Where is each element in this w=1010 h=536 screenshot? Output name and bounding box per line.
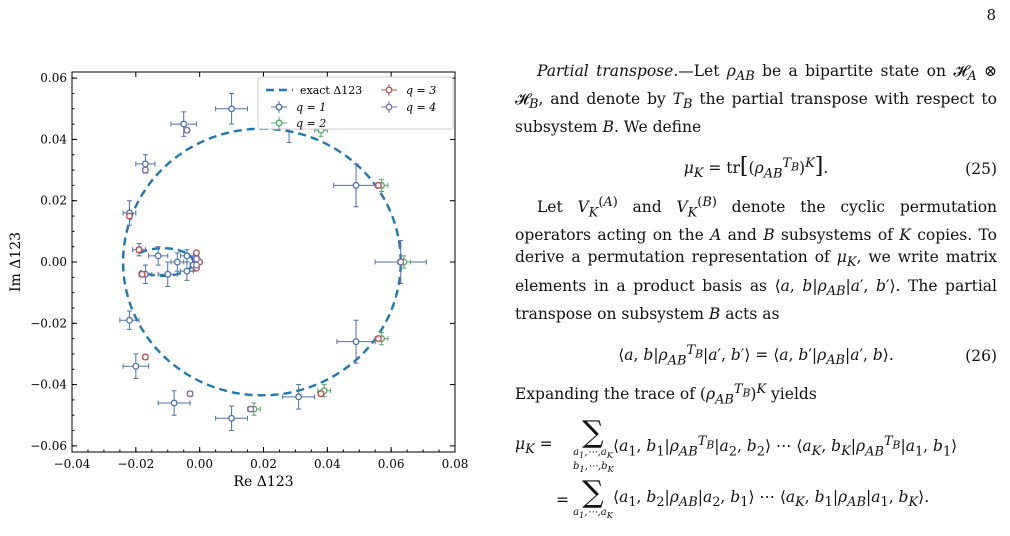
x-axis-label: Re Δ123: [233, 474, 293, 490]
y-tick-label: −0.06: [30, 439, 67, 453]
x-tick-label: −0.04: [54, 457, 91, 471]
data-point: [374, 335, 382, 343]
data-point: [141, 353, 149, 361]
legend-marker: [385, 103, 393, 111]
data-point: [247, 405, 255, 413]
legend-label: exact Δ123: [300, 84, 362, 97]
data-point: [183, 252, 191, 260]
data-point: [352, 181, 360, 189]
page-number: 8: [986, 6, 996, 24]
legend-marker: [275, 103, 283, 111]
data-point: [132, 362, 140, 370]
data-point: [352, 338, 360, 346]
data-point: [170, 399, 178, 407]
math-rho-ab: ρAB: [726, 62, 755, 85]
data-point: [193, 261, 200, 269]
math-tb: TB: [672, 90, 693, 113]
math-b: B: [602, 118, 614, 137]
data-point: [317, 390, 325, 398]
data-point: [125, 212, 133, 220]
math-hilbert: 𝓗A ⊗ 𝓗B: [515, 62, 997, 113]
y-axis-label: Im Δ123: [8, 232, 24, 292]
sum-2-terms: ⟨a1, b2|ρAB|a2, b1⟩ ⋯ ⟨aK, b1|ρAB|a1, bK…: [613, 487, 930, 510]
equation-26-body: ⟨a, b|ρABTB|a′, b′⟩ = ⟨a, b′|ρAB|a′, b⟩.: [618, 342, 894, 368]
x-tick-label: 0.04: [314, 457, 341, 471]
data-point: [186, 390, 194, 398]
equation-26: ⟨a, b|ρABTB|a′, b′⟩ = ⟨a, b′|ρAB|a′, b⟩.…: [515, 333, 997, 379]
data-point: [125, 316, 133, 324]
data-point: [180, 120, 188, 128]
equation-expansion: μK = ∑ a1,⋯,aK b1,⋯,bK ⟨a1, b1|ρABTB|a2, b…: [515, 414, 997, 521]
data-point: [193, 255, 200, 263]
data-point: [295, 393, 303, 401]
y-tick-label: −0.04: [30, 378, 67, 392]
data-point: [228, 414, 236, 422]
data-point: [141, 166, 149, 174]
data-point: [138, 270, 146, 278]
legend-label: q = 1: [296, 101, 326, 114]
exact-curve: [121, 127, 402, 397]
paragraph-partial-transpose: Partial transpose.—Let ρAB be a bipartit…: [515, 62, 997, 137]
x-tick-label: 0.06: [378, 457, 405, 471]
paragraph-permutation: Let VK(A) and VK(B) denote the cyclic pe…: [515, 195, 998, 323]
sum-1-terms: ⟨a1, b1|ρABTB|a2, b2⟩ ⋯ ⟨aK, bK|ρABTB|a1…: [613, 433, 958, 459]
y-tick-label: −0.02: [30, 316, 67, 330]
figure: −0.04 −0.02 0.00 0.02 0.04 0.06 0.08 −0.06 −0.04…: [0, 60, 470, 500]
x-tick-label: 0.00: [186, 457, 213, 471]
legend-marker: [385, 86, 393, 94]
mu-k: μK =: [515, 434, 553, 457]
text-column: Partial transpose.—Let ρAB be a bipartit…: [515, 60, 997, 521]
data-point: [183, 267, 191, 275]
equals-2: =: [556, 490, 569, 509]
y-tick-label: 0.02: [40, 194, 67, 208]
x-tick-label: −0.02: [117, 457, 154, 471]
sum-2: ∑ a1,⋯,aK: [573, 474, 613, 520]
equation-number: (26): [965, 346, 997, 365]
y-tick-label: 0.00: [40, 255, 67, 269]
data-point: [141, 160, 149, 168]
y-tick-label: 0.06: [40, 71, 67, 85]
data-point: [193, 249, 200, 257]
data-point: [173, 258, 181, 266]
scatter-plot: −0.04 −0.02 0.00 0.02 0.04 0.06 0.08 −0.06 −0.04…: [8, 71, 469, 490]
equation-25-body: μK = tr[(ρABTB)K].: [683, 154, 829, 182]
equation-25: μK = tr[(ρABTB)K]. (25): [515, 146, 997, 192]
data-point: [164, 270, 172, 278]
data-point: [397, 258, 405, 266]
equation-number: (25): [965, 160, 997, 179]
paragraph-heading: Partial transpose.: [537, 62, 679, 80]
legend-marker: [275, 119, 283, 127]
data-point: [228, 105, 236, 113]
data-point: [183, 126, 191, 134]
paragraph-expanding: Expanding the trace of (ρABTB)K yields: [515, 381, 817, 407]
y-tick-label: 0.04: [40, 132, 67, 146]
x-tick-label: 0.02: [250, 457, 277, 471]
data-point: [135, 246, 143, 254]
legend-label: q = 3: [406, 84, 436, 97]
sum-1: ∑ a1,⋯,aK b1,⋯,bK: [573, 414, 614, 474]
x-tick-label: 0.08: [442, 457, 469, 471]
legend-label: q = 4: [406, 101, 436, 114]
data-point: [374, 181, 382, 189]
data-point: [154, 252, 162, 260]
legend-box: [257, 76, 454, 130]
legend-label: q = 2: [296, 117, 326, 130]
